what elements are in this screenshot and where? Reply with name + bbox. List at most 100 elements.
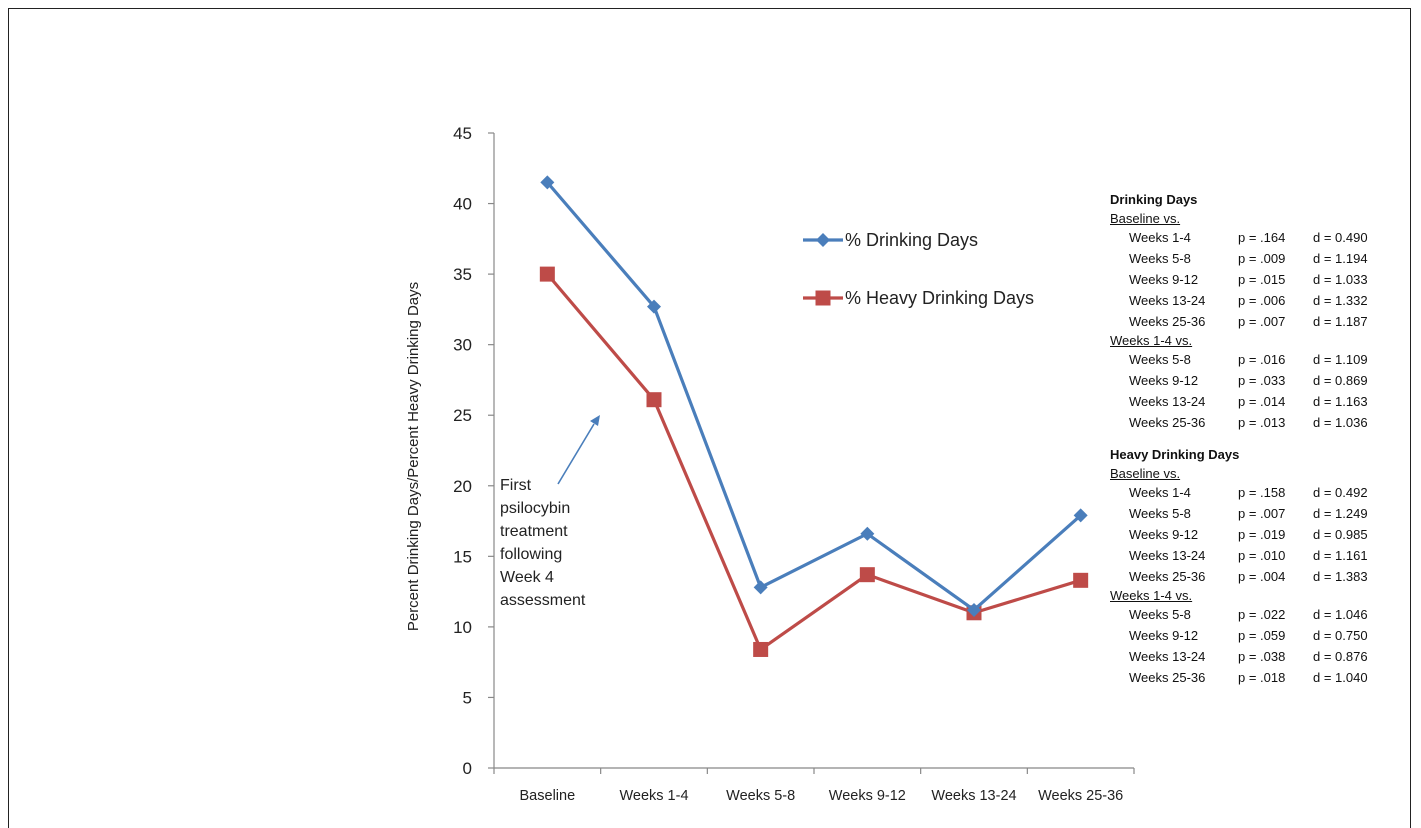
effect-size: d = 1.163	[1313, 394, 1368, 409]
stats-row: Weeks 13-24 p = .010 d = 1.161	[1110, 545, 1410, 566]
annotation-line: treatment	[500, 523, 568, 540]
y-axis-title: Percent Drinking Days/Percent Heavy Drin…	[405, 282, 422, 631]
row-period: Weeks 5-8	[1129, 352, 1191, 367]
y-tick-label: 35	[453, 265, 472, 284]
statistics-panel: Drinking Days Baseline vs. Weeks 1-4 p = .1…	[1110, 190, 1410, 688]
effect-size: d = 1.036	[1313, 415, 1368, 430]
p-value: p = .022	[1238, 607, 1286, 622]
x-tick-label: Weeks 1-4	[619, 788, 688, 804]
row-period: Weeks 13-24	[1129, 548, 1206, 563]
annotation-text: First psilocybin treatment following Wee…	[500, 474, 620, 612]
p-value: p = .007	[1238, 314, 1286, 329]
effect-size: d = 1.187	[1313, 314, 1368, 329]
stats-row: Weeks 9-12 p = .059 d = 0.750	[1110, 625, 1410, 646]
p-value: p = .009	[1238, 251, 1286, 266]
stats-row: Weeks 25-36 p = .004 d = 1.383	[1110, 566, 1410, 587]
effect-size: d = 1.194	[1313, 251, 1368, 266]
row-period: Weeks 1-4	[1129, 485, 1191, 500]
p-value: p = .015	[1238, 272, 1286, 287]
data-point	[753, 641, 769, 657]
p-value: p = .016	[1238, 352, 1286, 367]
stats-row: Weeks 25-36 p = .007 d = 1.187	[1110, 311, 1410, 332]
p-value: p = .014	[1238, 394, 1286, 409]
effect-size: d = 0.985	[1313, 527, 1368, 542]
y-tick-label: 0	[463, 759, 472, 778]
y-tick-label: 40	[453, 195, 472, 214]
effect-size: d = 1.249	[1313, 506, 1368, 521]
p-value: p = .013	[1238, 415, 1286, 430]
effect-size: d = 1.383	[1313, 569, 1368, 584]
comparison-label: Weeks 1-4 vs.	[1110, 333, 1193, 348]
p-value: p = .010	[1238, 548, 1286, 563]
figure-frame	[8, 8, 1411, 828]
effect-size: d = 1.033	[1313, 272, 1368, 287]
comparison-label: Baseline vs.	[1110, 466, 1181, 481]
y-tick-label: 10	[453, 618, 472, 637]
effect-size: d = 1.109	[1313, 352, 1368, 367]
stats-row: Weeks 25-36 p = .013 d = 1.036	[1110, 412, 1410, 433]
p-value: p = .038	[1238, 649, 1286, 664]
x-tick-label: Weeks 5-8	[726, 788, 795, 804]
data-point	[753, 580, 768, 595]
annotation-line: following	[500, 546, 563, 563]
p-value: p = .006	[1238, 293, 1286, 308]
data-point	[1073, 508, 1088, 523]
annotation-line: psilocybin	[500, 500, 571, 517]
effect-size: d = 0.876	[1313, 649, 1368, 664]
row-period: Weeks 13-24	[1129, 293, 1206, 308]
stats-row: Weeks 1-4 p = .164 d = 0.490	[1110, 227, 1410, 248]
data-point	[859, 567, 875, 583]
section-gap	[1110, 433, 1410, 445]
stats-row: Weeks 13-24 p = .038 d = 0.876	[1110, 646, 1410, 667]
stats-row: Weeks 25-36 p = .018 d = 1.040	[1110, 667, 1410, 688]
effect-size: d = 1.332	[1313, 293, 1368, 308]
series-line	[546, 181, 1082, 612]
data-point	[647, 299, 661, 314]
x-tick-label: Baseline	[520, 788, 576, 804]
stats-row: Weeks 13-24 p = .006 d = 1.332	[1110, 290, 1410, 311]
row-period: Weeks 9-12	[1129, 628, 1199, 643]
stats-row: Weeks 5-8 p = .009 d = 1.194	[1110, 248, 1410, 269]
data-point	[539, 266, 555, 282]
annotation-arrowhead	[590, 415, 600, 426]
row-period: Weeks 25-36	[1129, 415, 1206, 430]
row-period: Weeks 25-36	[1129, 670, 1206, 685]
x-tick-label: Weeks 13-24	[931, 788, 1016, 804]
annotation-line: assessment	[500, 592, 586, 609]
effect-size: d = 0.750	[1313, 628, 1368, 643]
row-period: Weeks 1-4	[1129, 230, 1191, 245]
effect-size: d = 0.490	[1313, 230, 1368, 245]
annotation-arrow	[557, 423, 595, 485]
row-period: Weeks 25-36	[1129, 314, 1206, 329]
stats-heading: Drinking Days	[1110, 192, 1198, 207]
y-tick-label: 30	[453, 336, 472, 355]
p-value: p = .059	[1238, 628, 1286, 643]
data-point	[540, 175, 555, 190]
p-value: p = .019	[1238, 527, 1286, 542]
row-period: Weeks 9-12	[1129, 373, 1199, 388]
data-point	[860, 526, 875, 541]
p-value: p = .018	[1238, 670, 1286, 685]
y-tick-label: 45	[453, 124, 472, 143]
stats-row: Weeks 1-4 p = .158 d = 0.492	[1110, 482, 1410, 503]
x-tick-label: Weeks 9-12	[829, 788, 906, 804]
effect-size: d = 0.492	[1313, 485, 1368, 500]
series-line	[546, 273, 1082, 652]
row-period: Weeks 5-8	[1129, 506, 1191, 521]
row-period: Weeks 9-12	[1129, 272, 1199, 287]
stats-row: Weeks 13-24 p = .014 d = 1.163	[1110, 391, 1410, 412]
x-tick-label: Weeks 25-36	[1038, 788, 1123, 804]
p-value: p = .164	[1238, 230, 1286, 245]
effect-size: d = 0.869	[1313, 373, 1368, 388]
stats-row: Weeks 9-12 p = .033 d = 0.869	[1110, 370, 1410, 391]
row-period: Weeks 5-8	[1129, 607, 1191, 622]
y-tick-label: 25	[453, 406, 472, 425]
y-tick-label: 15	[453, 547, 472, 566]
row-period: Weeks 9-12	[1129, 527, 1199, 542]
legend-marker	[815, 290, 831, 306]
effect-size: d = 1.040	[1313, 670, 1368, 685]
annotation-line: First	[500, 477, 532, 494]
y-tick-label: 5	[463, 688, 472, 707]
effect-size: d = 1.161	[1313, 548, 1368, 563]
